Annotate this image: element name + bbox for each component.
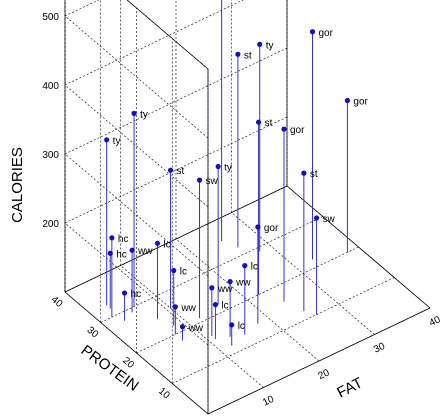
back-wall-grid-line xyxy=(64,47,288,155)
x-axis-title: FAT xyxy=(334,374,365,401)
point-label: ty xyxy=(266,40,274,51)
back-wall-grid-line xyxy=(64,0,244,86)
data-point xyxy=(179,324,186,330)
data-point xyxy=(344,97,350,104)
data-point xyxy=(309,29,316,35)
point-label: ww xyxy=(217,284,233,295)
floor-edge xyxy=(286,185,431,309)
point-label: hc xyxy=(118,234,129,245)
back-wall-grid-line xyxy=(64,116,288,224)
data-point xyxy=(209,285,215,291)
point-label: hc xyxy=(116,249,127,260)
left-wall-grid-line xyxy=(64,84,209,208)
y-axis-line xyxy=(64,291,209,415)
data-point xyxy=(301,170,307,176)
floor-grid-line xyxy=(175,238,320,362)
y-axis-title: PROTEIN xyxy=(78,342,142,395)
point-label: hc xyxy=(131,289,142,300)
frame-layer xyxy=(64,0,431,415)
data-point xyxy=(235,51,241,57)
point-label: lc xyxy=(251,262,258,273)
data-point xyxy=(104,137,110,143)
y-tick-label: 30 xyxy=(85,325,101,341)
data-point xyxy=(313,215,320,221)
z-tick-label: 400 xyxy=(42,81,59,92)
data-point xyxy=(196,177,203,183)
point-label: ww xyxy=(137,246,153,257)
point-label: st xyxy=(177,166,185,177)
y-tick-label: 40 xyxy=(49,294,65,310)
z-axis-title: CALORIES xyxy=(9,147,26,223)
data-point xyxy=(229,322,235,328)
x-tick-label: 20 xyxy=(317,367,332,382)
point-label: st xyxy=(310,169,318,180)
z-tick-label: 300 xyxy=(42,150,59,161)
data-point xyxy=(172,304,178,310)
point-label: ww xyxy=(188,323,204,334)
floor-grid-line xyxy=(172,277,395,384)
data-point xyxy=(171,267,177,274)
point-label: ty xyxy=(224,163,232,174)
x-tick-label: 10 xyxy=(261,394,276,409)
point-layer: swgortystgortytystgortyswststswhclcgorww… xyxy=(104,28,369,334)
point-label: gor xyxy=(353,97,368,108)
data-point xyxy=(227,279,233,285)
data-point xyxy=(242,263,248,269)
z-tick-label: 200 xyxy=(42,219,59,230)
data-point xyxy=(167,167,174,173)
point-label: lc xyxy=(180,267,187,278)
x-tick-label: 40 xyxy=(428,314,443,329)
point-label: lc xyxy=(163,239,170,250)
data-point xyxy=(215,163,221,170)
data-point xyxy=(129,247,135,253)
point-label: gor xyxy=(264,223,279,234)
data-point xyxy=(255,224,261,230)
point-label: sw xyxy=(323,214,336,225)
data-point xyxy=(109,235,115,241)
left-top-edge xyxy=(126,0,209,70)
data-point xyxy=(107,250,113,256)
point-label: lc xyxy=(238,321,245,332)
data-point xyxy=(257,41,263,47)
point-label: ww xyxy=(180,303,196,314)
point-label: gor xyxy=(319,28,334,39)
point-label: ww xyxy=(235,278,251,289)
point-label: lc xyxy=(221,301,228,312)
data-point xyxy=(256,119,262,125)
data-point xyxy=(121,290,128,296)
data-point xyxy=(212,302,219,308)
x-tick-label: 30 xyxy=(372,341,387,356)
point-label: ty xyxy=(140,109,148,120)
z-tick-label: 500 xyxy=(42,12,59,23)
floor-grid-line xyxy=(136,246,359,354)
point-label: sw xyxy=(206,176,219,187)
x-axis-line xyxy=(207,307,431,415)
point-label: ty xyxy=(113,136,121,147)
data-point xyxy=(281,126,287,132)
point-label: gor xyxy=(290,125,305,136)
left-wall-grid-line xyxy=(126,0,209,70)
point-label: st xyxy=(244,50,252,61)
floor-edge xyxy=(64,185,288,293)
floor-grid-line xyxy=(100,216,323,323)
point-label: st xyxy=(265,118,273,129)
stem-layer xyxy=(106,0,348,346)
y-tick-label: 10 xyxy=(156,386,172,402)
data-point xyxy=(131,110,137,116)
data-point xyxy=(154,240,161,246)
